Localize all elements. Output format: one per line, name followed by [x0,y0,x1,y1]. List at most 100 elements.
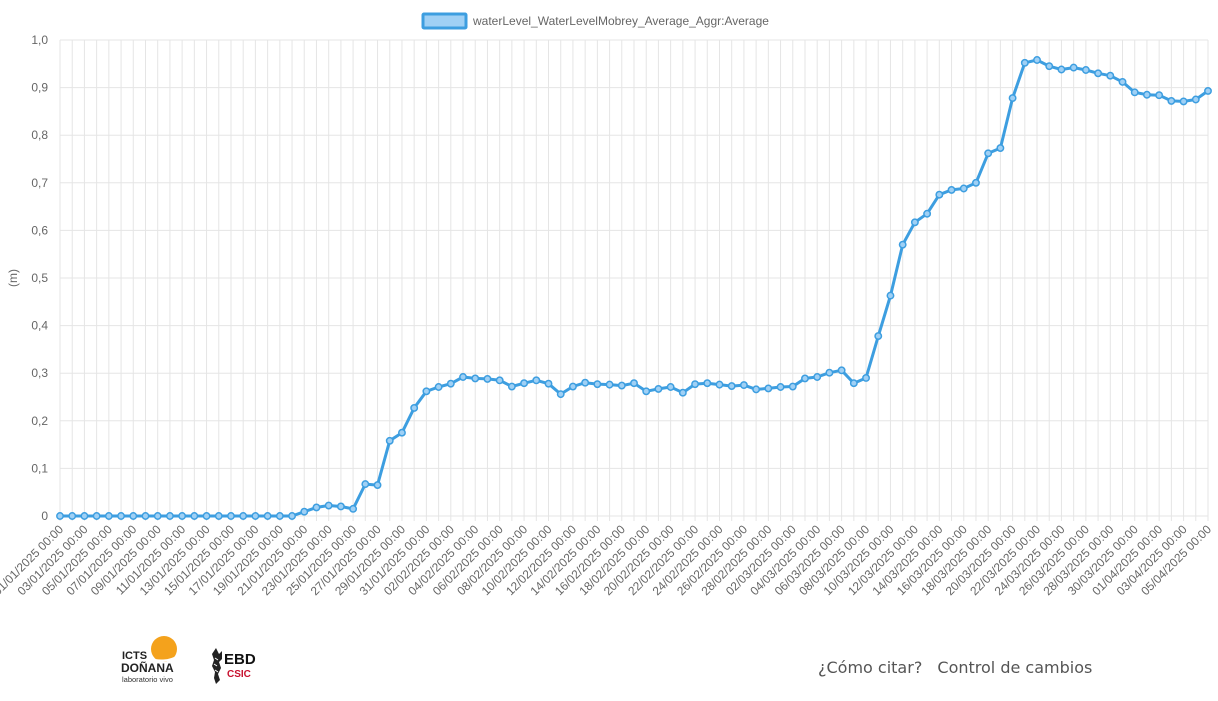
changelog-link[interactable]: Control de cambios [937,658,1093,677]
data-point[interactable] [776,383,785,391]
data-point[interactable] [727,382,736,391]
data-point[interactable] [813,373,822,381]
data-point[interactable] [251,512,260,520]
data-point[interactable] [1057,65,1066,74]
data-point[interactable] [459,373,467,381]
data-point[interactable] [1033,56,1041,64]
data-point[interactable] [1142,90,1151,99]
data-point[interactable] [874,332,883,341]
data-point[interactable] [1045,62,1054,71]
data-point[interactable] [104,512,113,520]
data-point[interactable] [1118,77,1127,86]
cite-link[interactable]: ¿Cómo citar? [818,658,923,677]
data-point[interactable] [678,388,687,397]
data-point[interactable] [935,190,944,199]
data-point[interactable] [349,504,358,513]
data-point[interactable] [471,374,480,383]
data-point[interactable] [703,379,712,388]
data-point[interactable] [434,383,443,391]
data-point[interactable] [422,387,431,396]
data-point[interactable] [691,380,700,389]
data-point[interactable] [605,380,614,389]
data-point[interactable] [483,374,492,383]
ebd-csic-logo[interactable]: EBD CSIC [208,646,262,686]
chart-legend[interactable]: waterLevel_WaterLevelMobrey_Average_Aggr… [421,12,769,30]
data-point[interactable] [630,379,638,388]
data-point[interactable] [556,390,565,399]
data-point[interactable] [923,209,932,218]
data-point[interactable] [507,382,516,391]
data-point[interactable] [788,382,797,391]
data-point[interactable] [947,185,956,194]
data-point[interactable] [153,512,162,520]
data-point[interactable] [1167,96,1176,105]
data-point[interactable] [1130,88,1139,97]
data-point[interactable] [1008,94,1017,103]
data-point[interactable] [92,512,101,520]
data-point[interactable] [910,218,919,227]
data-point[interactable] [959,184,968,193]
data-point[interactable] [886,291,895,300]
data-point[interactable] [752,385,761,394]
data-point[interactable] [214,512,223,520]
data-point[interactable] [544,379,553,388]
data-point[interactable] [239,512,248,520]
data-point[interactable] [642,387,651,396]
data-point[interactable] [654,384,663,393]
data-point[interactable] [898,240,907,249]
data-point[interactable] [56,512,64,520]
data-point[interactable] [324,501,333,510]
data-point[interactable] [862,374,870,382]
data-point[interactable] [520,379,529,388]
data-point[interactable] [446,379,455,388]
data-point[interactable] [739,381,748,390]
data-point[interactable] [275,512,284,520]
data-point[interactable] [190,512,199,520]
data-point[interactable] [666,383,675,391]
data-point[interactable] [361,480,370,489]
data-point[interactable] [972,178,980,187]
data-point[interactable] [385,436,394,445]
data-point[interactable] [617,381,626,390]
data-point[interactable] [68,512,77,520]
data-point[interactable] [801,374,809,383]
data-point[interactable] [837,366,846,375]
data-point[interactable] [165,512,174,520]
data-point[interactable] [178,512,187,520]
data-point[interactable] [593,380,602,389]
data-point[interactable] [373,481,382,490]
data-point[interactable] [1204,86,1212,95]
data-point[interactable] [288,512,296,520]
data-point[interactable] [1020,58,1029,67]
data-point[interactable] [1081,66,1090,74]
data-point[interactable] [129,512,138,520]
data-point[interactable] [263,512,272,520]
data-point[interactable] [715,380,724,389]
data-point[interactable] [202,512,211,520]
data-point[interactable] [300,507,309,516]
data-point[interactable] [1069,63,1078,72]
icts-donana-logo[interactable]: ICTS DOÑANA laboratorio vivo [120,636,182,688]
data-point[interactable] [1155,91,1164,100]
data-point[interactable] [825,368,834,377]
data-point[interactable] [581,378,590,387]
data-point[interactable] [984,149,993,158]
data-point[interactable] [1106,71,1115,80]
data-point[interactable] [336,502,345,511]
data-point[interactable] [141,512,150,520]
data-point[interactable] [117,512,126,520]
data-point[interactable] [1179,97,1188,106]
data-point[interactable] [495,376,504,385]
data-point[interactable] [1094,69,1103,78]
data-point[interactable] [398,428,406,437]
data-point[interactable] [80,512,89,520]
data-point[interactable] [532,376,541,385]
data-point[interactable] [849,379,858,388]
data-point[interactable] [1191,95,1200,104]
data-point[interactable] [312,503,321,512]
data-point[interactable] [568,382,577,391]
data-point[interactable] [410,403,419,412]
data-point[interactable] [227,512,235,520]
data-point[interactable] [996,144,1005,153]
data-point[interactable] [764,384,773,393]
